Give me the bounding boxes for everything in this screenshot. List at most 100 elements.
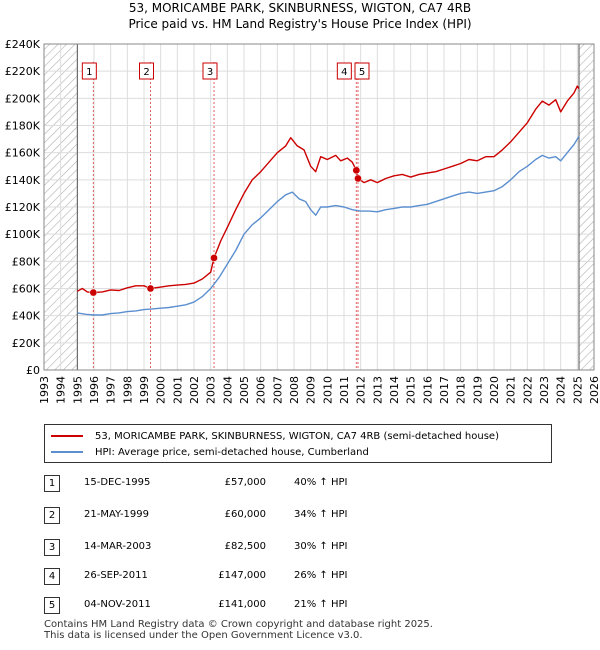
transaction-hpi: 40% ↑ HPI <box>294 477 348 488</box>
transaction-flag-label: 1 <box>86 67 92 78</box>
y-tick-label: £220K <box>5 65 41 78</box>
transaction-flag-box <box>354 62 370 80</box>
x-tick-label: 2023 <box>538 376 551 404</box>
x-tick-label: 2009 <box>305 376 318 404</box>
transaction-flag-label: 4 <box>341 67 347 78</box>
chart-title: 53, MORICAMBE PARK, SKINBURNESS, WIGTON,… <box>128 1 472 15</box>
y-tick-label: £240K <box>5 38 41 51</box>
x-tick-label: 2021 <box>505 376 518 404</box>
transaction-date: 21-MAY-1999 <box>84 509 150 520</box>
x-tick-label: 2026 <box>588 376 600 404</box>
x-tick-label: 2012 <box>355 376 368 404</box>
y-tick-label: £120K <box>5 201 41 214</box>
transaction-date: 26-SEP-2011 <box>84 570 148 581</box>
x-tick-label: 2022 <box>521 376 534 404</box>
x-tick-label: 2000 <box>155 376 168 404</box>
x-tick-label: 1995 <box>71 376 84 404</box>
x-tick-label: 1998 <box>121 376 134 404</box>
x-tick-label: 2020 <box>488 376 501 404</box>
x-tick-label: 2011 <box>338 376 351 404</box>
transaction-number: 2 <box>44 507 60 524</box>
x-tick-label: 2007 <box>271 376 284 404</box>
chart-legend: 53, MORICAMBE PARK, SKINBURNESS, WIGTON,… <box>44 424 552 463</box>
transaction-hpi: 30% ↑ HPI <box>294 541 348 552</box>
transaction-number: 4 <box>44 568 60 585</box>
footer-copyright: Contains HM Land Registry data © Crown c… <box>44 619 433 630</box>
x-tick-label: 1993 <box>38 376 51 404</box>
y-tick-label: £60K <box>12 283 41 296</box>
x-tick-label: 2013 <box>371 376 384 404</box>
x-tick-label: 2003 <box>205 376 218 404</box>
legend-item-property: 53, MORICAMBE PARK, SKINBURNESS, WIGTON,… <box>51 428 499 444</box>
sale-point <box>210 254 218 262</box>
x-tick-label: 2005 <box>238 376 251 404</box>
x-tick-label: 1994 <box>55 376 68 404</box>
sale-point <box>89 288 98 297</box>
y-tick-label: £200K <box>5 92 41 105</box>
y-tick-label: £20K <box>12 337 41 350</box>
chart-subtitle: Price paid vs. HM Land Registry's House … <box>128 17 472 31</box>
x-tick-label: 2024 <box>555 376 568 404</box>
x-tick-label: 2015 <box>405 376 418 404</box>
x-tick-label: 2008 <box>288 376 301 404</box>
transaction-hpi: 26% ↑ HPI <box>294 570 348 581</box>
plot-border <box>43 43 595 371</box>
transaction-flag-label: 3 <box>207 67 213 78</box>
y-tick-label: £80K <box>12 255 41 268</box>
x-tick-label: 2001 <box>171 376 184 404</box>
transaction-date: 14-MAR-2003 <box>84 541 152 552</box>
sale-point <box>352 166 361 175</box>
transaction-flag-box <box>139 62 154 80</box>
transaction-hpi: 21% ↑ HPI <box>294 599 348 610</box>
x-tick-label: 2010 <box>321 376 334 404</box>
y-tick-label: £180K <box>5 120 41 133</box>
transaction-hpi: 34% ↑ HPI <box>294 509 348 520</box>
transaction-flag: 2 <box>139 62 154 80</box>
legend-swatch-hpi <box>51 451 83 453</box>
transaction-number: 5 <box>44 597 60 614</box>
x-tick-label: 2004 <box>221 376 234 404</box>
transaction-date: 04-NOV-2011 <box>84 599 151 610</box>
transaction-date: 15-DEC-1995 <box>84 477 151 488</box>
footer-licence: This data is licensed under the Open Gov… <box>44 630 363 641</box>
transaction-number: 3 <box>44 539 60 556</box>
transaction-price: £147,000 <box>218 570 266 581</box>
hpi-line <box>77 136 580 316</box>
x-tick-label: 2006 <box>255 376 268 404</box>
x-tick-label: 2002 <box>188 376 201 404</box>
x-tick-label: 2018 <box>455 376 468 404</box>
x-tick-label: 2017 <box>438 376 451 404</box>
legend-item-hpi: HPI: Average price, semi-detached house,… <box>51 444 369 460</box>
property-price-line <box>76 85 580 294</box>
transaction-flag-label: 2 <box>143 67 149 78</box>
x-tick-label: 1996 <box>88 376 101 404</box>
transaction-flag-box <box>202 62 218 80</box>
x-tick-label: 1997 <box>105 376 118 404</box>
transaction-flag-box <box>336 62 352 80</box>
y-tick-label: £40K <box>12 310 41 323</box>
transaction-flag: 4 <box>336 62 352 80</box>
y-tick-label: £140K <box>5 174 41 187</box>
transaction-price: £57,000 <box>224 477 266 488</box>
sale-point <box>354 174 362 183</box>
transaction-flag: 1 <box>81 62 97 80</box>
transaction-number: 1 <box>44 475 60 492</box>
transaction-flag: 3 <box>202 62 218 80</box>
transaction-flag-box <box>81 62 97 80</box>
x-tick-label: 2019 <box>471 376 484 404</box>
sale-point <box>146 284 155 293</box>
x-tick-label: 2014 <box>388 376 401 404</box>
price-chart: £0 £20K £40K £60K £80K £100K £120K £140K £160K £1… <box>5 38 600 404</box>
legend-label-hpi: HPI: Average price, semi-detached house,… <box>95 446 369 458</box>
transaction-price: £82,500 <box>224 541 266 552</box>
transaction-price: £141,000 <box>218 599 266 610</box>
x-tick-label: 2025 <box>571 376 584 404</box>
y-tick-label: £160K <box>5 147 41 160</box>
transaction-price: £60,000 <box>224 509 266 520</box>
legend-swatch-property <box>51 435 83 437</box>
transaction-flag: 5 <box>354 62 370 80</box>
legend-label-property: 53, MORICAMBE PARK, SKINBURNESS, WIGTON,… <box>95 430 499 442</box>
x-tick-label: 1999 <box>138 376 151 404</box>
transaction-flag-label: 5 <box>359 67 365 78</box>
y-tick-label: £0 <box>26 364 40 377</box>
